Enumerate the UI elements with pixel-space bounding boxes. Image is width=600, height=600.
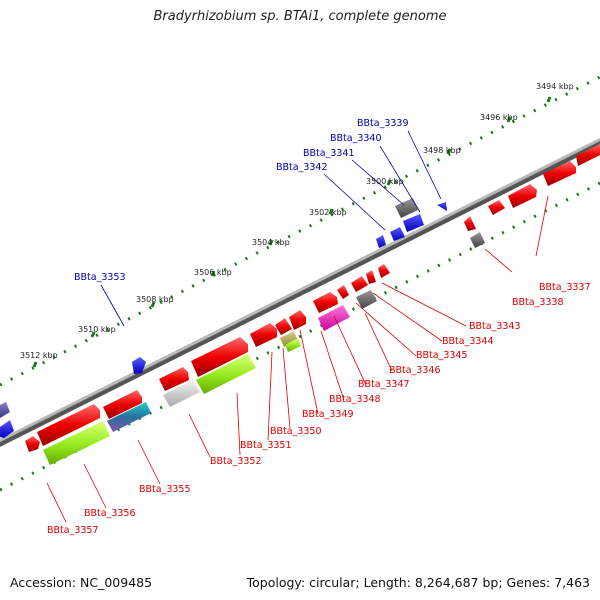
topology-text: Topology: circular; Length: 8,264,687 bp… bbox=[246, 575, 590, 590]
gene-silver bbox=[163, 380, 200, 407]
ruler-label-3502: 3502 kbp bbox=[309, 208, 347, 217]
label-BBta_3343[interactable]: BBta_3343 bbox=[469, 321, 521, 332]
gene-edge-slate bbox=[0, 402, 10, 418]
label-BBta_3346[interactable]: BBta_3346 bbox=[389, 365, 441, 376]
gene-BBta_3349[interactable] bbox=[289, 310, 306, 330]
genome-backbone bbox=[0, 137, 600, 443]
reverse-features bbox=[25, 144, 600, 465]
label-BBta_3341[interactable]: BBta_3341 bbox=[303, 148, 355, 159]
reverse-labels: BBta_3337 BBta_3338 BBta_3343 BBta_3344 … bbox=[47, 282, 591, 536]
gene-BBta_3345[interactable] bbox=[351, 276, 368, 292]
label-BBta_3353[interactable]: BBta_3353 bbox=[74, 272, 126, 283]
gene-red-small-1 bbox=[488, 200, 505, 215]
gene-BBta_3352b bbox=[196, 354, 256, 394]
gene-BBta_3346b bbox=[337, 285, 349, 299]
forward-features bbox=[0, 198, 447, 438]
ruler-label-3498: 3498 kbp bbox=[423, 146, 461, 155]
gene-red-small-2 bbox=[464, 216, 476, 231]
gene-BBta_3349b bbox=[275, 318, 292, 335]
gene-BBta_3346[interactable] bbox=[356, 290, 377, 309]
reverse-leader-lines bbox=[46, 195, 549, 523]
forward-ruler-track bbox=[0, 75, 600, 387]
gene-BBta_3337[interactable] bbox=[543, 161, 576, 186]
label-BBta_3345[interactable]: BBta_3345 bbox=[416, 350, 468, 361]
gene-BBta_3357[interactable] bbox=[25, 436, 40, 452]
label-BBta_3348[interactable]: BBta_3348 bbox=[329, 394, 381, 405]
genome-backbone-shadow bbox=[0, 139, 600, 447]
gene-BBta_3354[interactable] bbox=[159, 367, 189, 391]
label-BBta_3340[interactable]: BBta_3340 bbox=[330, 133, 382, 144]
label-BBta_3344[interactable]: BBta_3344 bbox=[442, 336, 494, 347]
ruler-label-3512: 3512 kbp bbox=[20, 351, 58, 360]
ruler-label-3504: 3504 kbp bbox=[252, 238, 290, 247]
forward-leader-lines bbox=[100, 130, 442, 327]
gene-BBta_3343[interactable] bbox=[378, 264, 390, 278]
gene-BBta_3356b bbox=[43, 421, 110, 465]
ruler-major-ticks bbox=[32, 96, 552, 368]
gene-BBta_3347[interactable] bbox=[313, 292, 338, 313]
gene-BBta_3344[interactable] bbox=[366, 270, 376, 284]
label-BBta_3339[interactable]: BBta_3339 bbox=[357, 118, 409, 129]
label-BBta_3347[interactable]: BBta_3347 bbox=[358, 379, 410, 390]
label-BBta_3338[interactable]: BBta_3338 bbox=[512, 297, 564, 308]
gene-BBta_3342[interactable] bbox=[390, 227, 405, 241]
label-BBta_3356[interactable]: BBta_3356 bbox=[84, 508, 136, 519]
label-BBta_3337[interactable]: BBta_3337 bbox=[539, 282, 591, 293]
gene-gray-small bbox=[470, 232, 485, 248]
gene-BBta_3348[interactable] bbox=[318, 305, 350, 331]
label-BBta_3352[interactable]: BBta_3352 bbox=[210, 456, 262, 467]
gene-small-blue bbox=[376, 235, 386, 248]
ruler-label-3510: 3510 kbp bbox=[78, 325, 116, 334]
label-BBta_3357[interactable]: BBta_3357 bbox=[47, 525, 99, 536]
accession-text: Accession: NC_009485 bbox=[10, 575, 153, 590]
gene-BBta_3351[interactable] bbox=[250, 323, 277, 347]
gene-BBta_3341[interactable] bbox=[395, 198, 418, 218]
gene-BBta_3355[interactable] bbox=[103, 390, 142, 419]
label-BBta_3351[interactable]: BBta_3351 bbox=[240, 440, 292, 451]
gene-BBta_3339[interactable] bbox=[437, 202, 447, 211]
gene-BBta_3356[interactable] bbox=[37, 404, 100, 446]
ruler-label-3506: 3506 kbp bbox=[194, 268, 232, 277]
gene-BBta_3338[interactable] bbox=[508, 184, 537, 208]
gene-BBta_3352[interactable] bbox=[191, 337, 248, 377]
label-BBta_3342[interactable]: BBta_3342 bbox=[276, 162, 328, 173]
forward-labels: BBta_3339 BBta_3340 BBta_3341 BBta_3342 … bbox=[74, 118, 409, 283]
gene-BBta_3340[interactable] bbox=[403, 214, 424, 232]
gene-BBta_3350[interactable] bbox=[280, 331, 298, 347]
ruler-label-3500: 3500 kbp bbox=[366, 177, 404, 186]
genome-title: Bradyrhizobium sp. BTAi1, complete genom… bbox=[153, 9, 447, 24]
ruler-label-3508: 3508 kbp bbox=[136, 295, 174, 304]
ruler-label-3496: 3496 kbp bbox=[480, 113, 518, 122]
label-BBta_3355[interactable]: BBta_3355 bbox=[139, 484, 191, 495]
gene-edge-blue bbox=[0, 420, 14, 438]
gene-BBta_3353[interactable] bbox=[132, 357, 146, 374]
gene-BBta_3336[interactable] bbox=[576, 144, 600, 166]
label-BBta_3350[interactable]: BBta_3350 bbox=[270, 426, 322, 437]
ruler-label-3494: 3494 kbp bbox=[536, 82, 574, 91]
reverse-ruler-track bbox=[0, 181, 600, 492]
gene-teal bbox=[107, 402, 151, 432]
gene-BBta_3350b bbox=[285, 338, 301, 352]
label-BBta_3349[interactable]: BBta_3349 bbox=[302, 409, 354, 420]
